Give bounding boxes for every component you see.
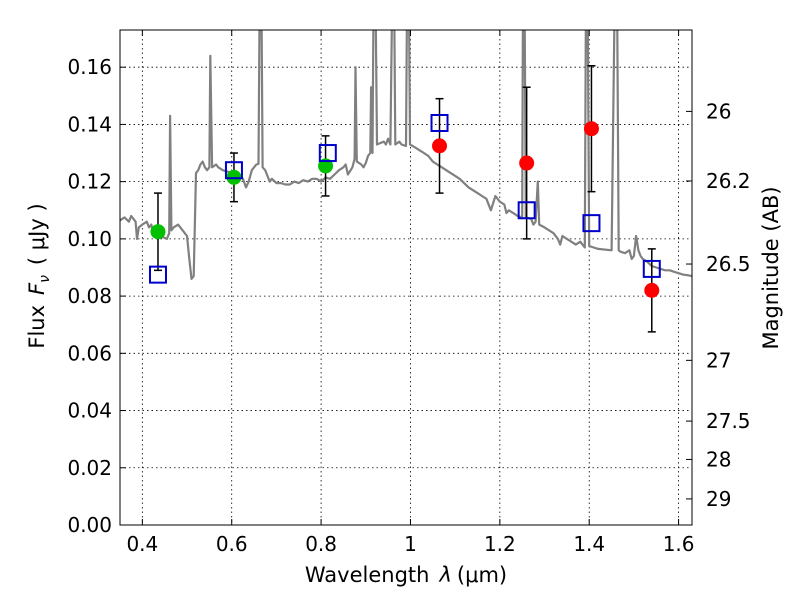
model-photometry-square: [318, 144, 337, 163]
model-spectrum-line: [120, 30, 692, 280]
x-tick-label: 1: [404, 532, 417, 556]
model-photometry-square: [582, 214, 601, 233]
x-tick-label: 1.6: [663, 532, 695, 556]
y2-tick-label: 29: [706, 487, 731, 511]
model-photometry-square: [430, 113, 449, 132]
y2-axis-label: Magnitude (AB): [759, 186, 783, 349]
y-tick-label: 0.04: [67, 399, 112, 423]
x-tick-label: 1.2: [484, 532, 516, 556]
y-tick-label: 0.00: [67, 513, 112, 537]
x-tick-label: 0.8: [305, 532, 337, 556]
y-tick-label: 0.10: [67, 227, 112, 251]
y2-tick-label: 26: [706, 99, 731, 123]
y-tick-label: 0.02: [67, 456, 112, 480]
y-tick-label: 0.16: [67, 55, 112, 79]
y-tick-label: 0.12: [67, 170, 112, 194]
y-tick-label: 0.06: [67, 341, 112, 365]
x-tick-label: 0.6: [216, 532, 248, 556]
plot-area: [120, 30, 692, 333]
y2-tick-label: 27.5: [706, 409, 751, 433]
x-tick-label: 1.4: [573, 532, 605, 556]
model-photometry-square: [148, 265, 167, 284]
x-tick-label: 0.4: [126, 532, 158, 556]
model-photometry-square: [517, 201, 536, 220]
green-data-point: [150, 224, 166, 240]
green-data-point: [318, 158, 334, 174]
red-data-point: [519, 155, 535, 171]
y2-tick-label: 28: [706, 447, 731, 471]
red-data-point: [644, 282, 660, 298]
red-data-point: [432, 138, 448, 154]
y-tick-label: 0.14: [67, 112, 112, 136]
y2-tick-label: 26.5: [706, 252, 751, 276]
plot-frame: [119, 29, 693, 526]
y2-tick-label: 27: [706, 348, 731, 372]
model-photometry-square: [224, 161, 243, 180]
axes: 0.4 0.6 0.8 1 1.2 1.4 1.6 0.00 0.02 0.04 0.06 0.08 0…: [67, 30, 751, 556]
model-photometry-square: [642, 259, 661, 278]
y-tick-label: 0.08: [67, 284, 112, 308]
y-axis-label: FluxFν( μJy ): [25, 203, 53, 348]
x-axis-label: Wavelength λ (μm): [305, 563, 507, 587]
red-data-point: [583, 121, 599, 137]
y2-tick-label: 26.2: [706, 169, 751, 193]
